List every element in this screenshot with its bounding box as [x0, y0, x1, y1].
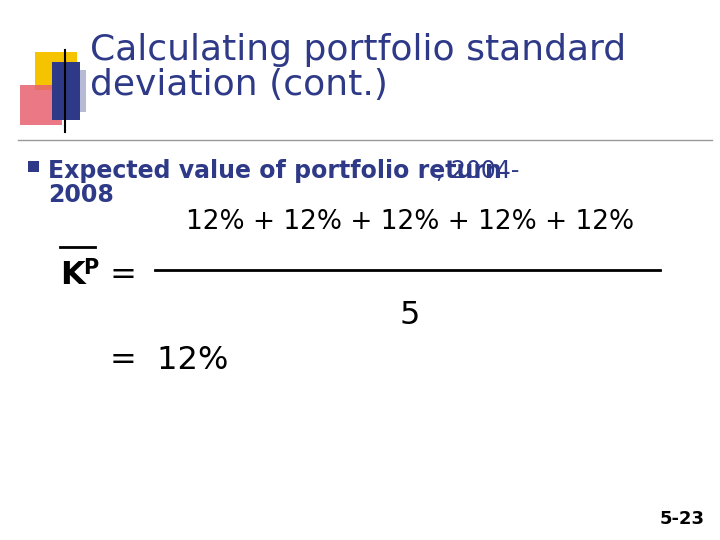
- Text: , 2004-: , 2004-: [436, 159, 519, 183]
- Text: K: K: [60, 260, 85, 291]
- Text: deviation (cont.): deviation (cont.): [90, 68, 388, 102]
- Text: =: =: [100, 260, 137, 291]
- Text: Expected value of portfolio return: Expected value of portfolio return: [48, 159, 502, 183]
- Text: 12% + 12% + 12% + 12% + 12%: 12% + 12% + 12% + 12% + 12%: [186, 209, 634, 235]
- Bar: [52, 62, 80, 120]
- Bar: [35, 52, 77, 90]
- Text: =  12%: = 12%: [110, 345, 228, 376]
- Text: 5-23: 5-23: [660, 510, 705, 528]
- Text: 5: 5: [400, 300, 420, 331]
- Bar: [72, 70, 86, 112]
- Bar: [20, 85, 62, 125]
- Text: Calculating portfolio standard: Calculating portfolio standard: [90, 33, 626, 67]
- Bar: [28, 161, 39, 172]
- Text: P: P: [83, 258, 98, 278]
- Text: 2008: 2008: [48, 183, 114, 207]
